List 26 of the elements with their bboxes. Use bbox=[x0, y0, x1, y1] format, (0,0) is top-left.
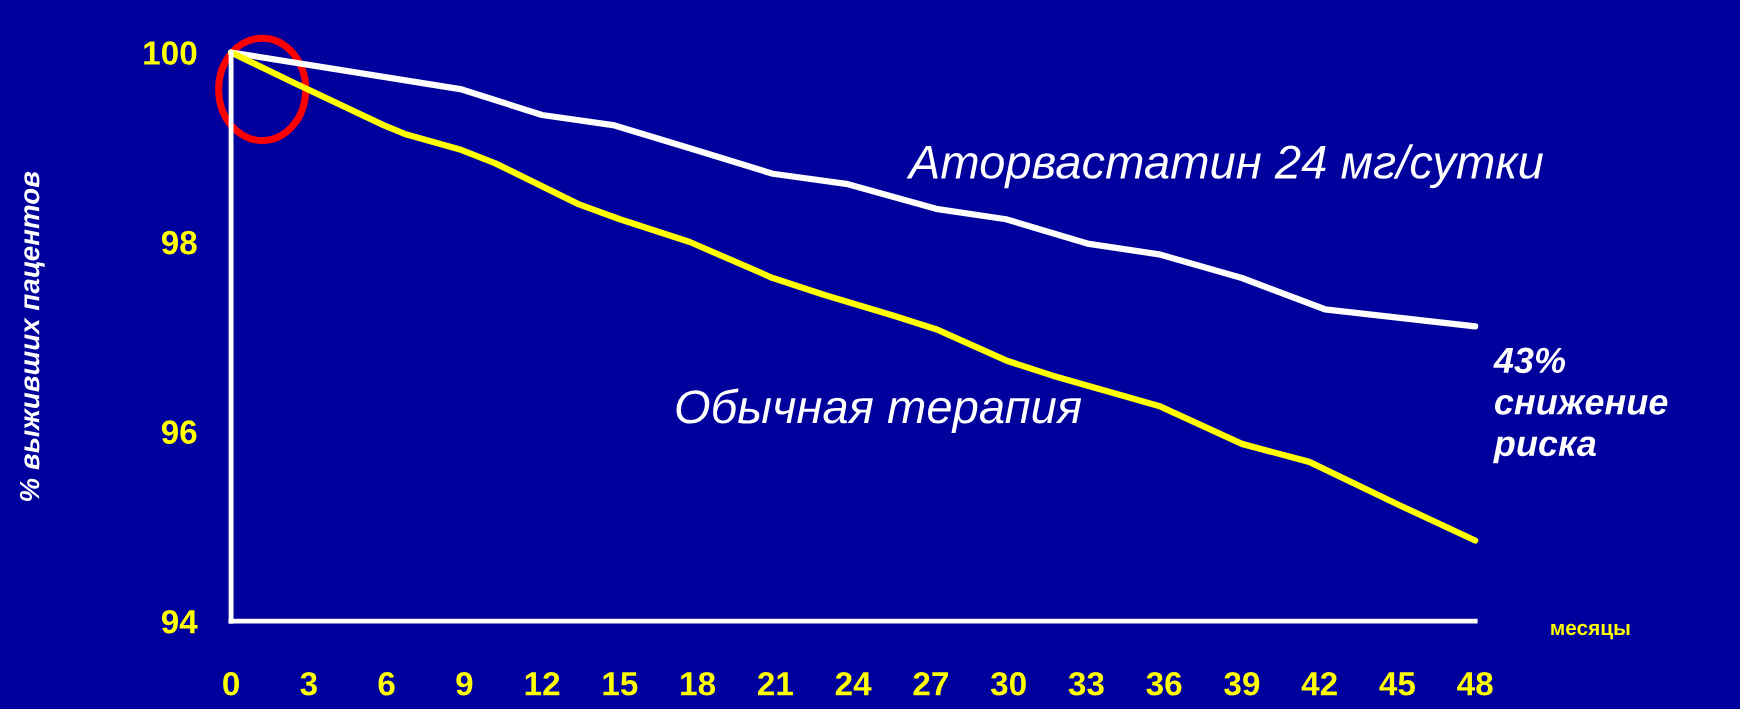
y-axis-title: % выживших пацентов bbox=[19, 171, 45, 502]
x-tick-label: 39 bbox=[1224, 671, 1260, 696]
x-tick-label: 21 bbox=[757, 671, 793, 696]
x-tick-label: 42 bbox=[1301, 671, 1337, 696]
y-tick-label: 96 bbox=[161, 420, 197, 444]
x-tick-label: 18 bbox=[681, 671, 716, 696]
x-tick-label: 45 bbox=[1379, 672, 1416, 696]
x-tick-label: 24 bbox=[835, 671, 872, 696]
x-tick-label: 36 bbox=[1146, 671, 1182, 696]
x-tick-label: 3 bbox=[300, 671, 317, 696]
x-tick-label: 0 bbox=[223, 671, 239, 696]
text: 43% снижение риска bbox=[1493, 347, 1668, 464]
y-tick-label: 94 bbox=[161, 609, 198, 634]
x-tick-label: 12 bbox=[525, 671, 560, 696]
y-tick-label: 98 bbox=[161, 230, 197, 255]
x-tick-label: 33 bbox=[1068, 671, 1104, 696]
x-axis-title: месяцы bbox=[1551, 623, 1630, 640]
series-label: Обычная терапия bbox=[676, 388, 1082, 433]
x-tick-label: 15 bbox=[603, 672, 638, 696]
y-tick-label: 100 bbox=[144, 41, 197, 65]
x-tick-label: 6 bbox=[378, 671, 395, 696]
x-tick-label: 27 bbox=[913, 671, 948, 696]
x-tick-label: 48 bbox=[1457, 671, 1493, 696]
series-label: Аторвастатин 24 мг/сутки bbox=[906, 144, 1543, 189]
x-tick-label: 30 bbox=[990, 671, 1026, 696]
x-tick-label: 9 bbox=[456, 671, 473, 696]
